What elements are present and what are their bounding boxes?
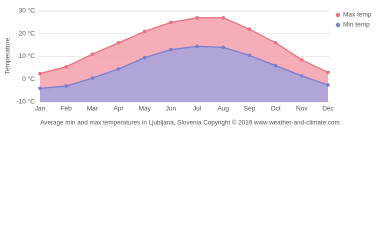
point	[38, 71, 42, 76]
point	[300, 58, 304, 62]
point	[247, 53, 252, 58]
point	[169, 47, 173, 52]
point	[300, 74, 304, 78]
y-axis-title: Temperature	[5, 37, 12, 74]
point	[273, 41, 278, 45]
legend-label: Max temp	[343, 12, 372, 19]
point	[195, 16, 199, 20]
point	[195, 44, 199, 49]
y-tick-label: 10 °C	[19, 52, 36, 60]
legend-marker	[335, 12, 341, 18]
x-tick-label: Dec	[322, 106, 334, 113]
legend-label: Min temp	[343, 22, 370, 29]
x-tick-label: Jun	[166, 106, 177, 113]
point	[90, 52, 95, 57]
x-tick-label: Jan	[35, 106, 46, 113]
point	[326, 70, 330, 75]
point	[326, 83, 330, 87]
line	[39, 17, 329, 75]
line	[39, 45, 329, 89]
point	[142, 55, 147, 60]
point	[273, 63, 278, 68]
y-tick-label: 30 °C	[19, 7, 36, 15]
x-tick-label: Mar	[87, 106, 99, 113]
footer: Average min and max temperatures in Ljub…	[40, 119, 340, 127]
point	[221, 16, 226, 20]
legend-marker	[335, 22, 341, 28]
x-tick-label: Jul	[193, 106, 202, 113]
y-tick-label: -10 °C	[17, 98, 36, 106]
point	[116, 67, 121, 71]
x-tick-label: May	[139, 106, 152, 113]
x-tick-label: Sep	[244, 106, 256, 113]
point	[38, 86, 42, 91]
point	[247, 27, 252, 32]
point	[90, 76, 95, 80]
point	[169, 20, 173, 25]
y-tick-label: 20 °C	[19, 29, 36, 37]
x-tick-label: Feb	[61, 106, 73, 113]
point	[64, 84, 68, 88]
x-tick-label: Aug	[217, 106, 229, 113]
x-tick-label: Apr	[113, 106, 124, 113]
y-tick-label: 0 °C	[22, 75, 35, 83]
point	[221, 45, 226, 50]
area	[40, 46, 328, 102]
point	[142, 29, 147, 34]
point	[64, 64, 68, 69]
chart: Temperature Average min and max temperat…	[5, 7, 372, 127]
x-tick-label: Oct	[271, 106, 281, 113]
point	[116, 41, 121, 45]
x-tick-label: Nov	[296, 106, 308, 113]
